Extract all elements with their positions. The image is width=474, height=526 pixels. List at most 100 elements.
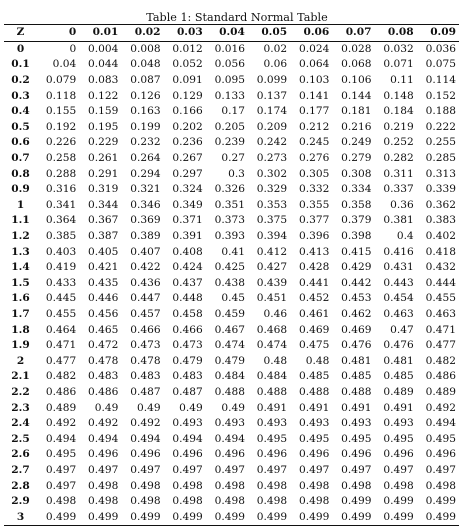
table-cell: 0.337 (383, 183, 414, 196)
table-cell: 0.396 (298, 230, 330, 243)
table-cell: 0.412 (256, 245, 288, 258)
row-header-z: 0.2 (11, 74, 30, 87)
table-row: 1.4 0.419 0.421 0.422 0.424 0.425 0.427 0.428 0.… (4, 260, 459, 276)
table-cell: 0.499 (425, 495, 456, 508)
table-cell: 0.499 (205, 509, 248, 526)
table-cell: 0.455 (425, 292, 456, 305)
table-cell: 0.424 (172, 261, 203, 274)
table-cell: 0.464 (45, 323, 77, 336)
table-cell: 0.479 (214, 354, 245, 367)
header-row: Z 0 0.01 0.02 0.03 0.04 0.05 0.06 0.07 0… (4, 24, 459, 42)
table-cell: 0.483 (88, 370, 119, 383)
table-cell: 0.499 (332, 509, 375, 526)
table-cell: 0.367 (88, 214, 119, 227)
table-cell: 0.261 (88, 152, 119, 165)
table-row: 2.9 0.498 0.498 0.498 0.498 0.498 0.498 0.498 0.… (4, 494, 459, 510)
column-header: 0.09 (416, 24, 459, 42)
table-cell: 0.498 (172, 495, 203, 508)
table-cell: 0.364 (45, 214, 77, 227)
table-cell: 0.344 (88, 198, 119, 211)
table-cell: 0.498 (298, 495, 330, 508)
table-cell: 0.495 (256, 432, 288, 445)
table-cell: 0.428 (298, 261, 330, 274)
table-cell: 0.403 (45, 245, 77, 258)
row-header-z: 1.4 (11, 261, 30, 274)
column-header: 0.04 (205, 24, 248, 42)
table-cell: 0.008 (130, 42, 161, 55)
table-cell: 0.41 (221, 245, 245, 258)
table-cell: 0.469 (341, 323, 372, 336)
table-cell: 0.437 (172, 276, 203, 289)
table-cell: 0.463 (425, 307, 456, 320)
table-cell: 0.487 (172, 385, 203, 398)
table-row: 2.5 0.494 0.494 0.494 0.494 0.494 0.495 0.495 0.… (4, 431, 459, 447)
table-cell: 0.489 (45, 401, 77, 414)
table-cell: 0.373 (214, 214, 245, 227)
table-cell: 0.282 (383, 152, 414, 165)
table-cell: 0.497 (172, 463, 203, 476)
table-cell: 0.438 (214, 276, 245, 289)
table-cell: 0.375 (256, 214, 288, 227)
table-cell: 0.091 (172, 74, 203, 87)
table-cell: 0.497 (341, 463, 372, 476)
table-cell: 0.371 (172, 214, 203, 227)
table-cell: 0.482 (425, 354, 456, 367)
table-cell: 0.497 (130, 463, 161, 476)
table-cell: 0.144 (341, 89, 372, 102)
table-cell: 0.04 (52, 58, 77, 71)
row-header-z: 1.2 (11, 230, 30, 243)
row-header-z: 1.9 (11, 339, 30, 352)
table-cell: 0.454 (383, 292, 414, 305)
table-cell: 0.387 (88, 230, 119, 243)
table-cell: 0.472 (88, 339, 119, 352)
table-cell: 0.393 (214, 230, 245, 243)
table-cell: 0.45 (221, 292, 245, 305)
row-header-z: 0.6 (11, 136, 30, 149)
table-cell: 0.432 (425, 261, 456, 274)
table-cell: 0.052 (172, 58, 203, 71)
table-cell: 0.264 (130, 152, 161, 165)
table-cell: 0.496 (298, 448, 330, 461)
table-cell: 0.294 (130, 167, 161, 180)
table-cell: 0.245 (298, 136, 330, 149)
row-header-z: 1.6 (11, 292, 30, 305)
table-cell: 0.313 (425, 167, 456, 180)
column-header: 0.07 (332, 24, 375, 42)
table-cell: 0.457 (130, 307, 161, 320)
table-cell: 0.498 (383, 479, 414, 492)
table-cell: 0.163 (130, 105, 161, 118)
row-header-z: 2 (16, 354, 25, 367)
table-cell: 0.255 (425, 136, 456, 149)
table-cell: 0.498 (341, 479, 372, 492)
table-cell: 0.346 (130, 198, 161, 211)
table-cell: 0.06 (263, 58, 288, 71)
table-cell: 0.199 (130, 120, 161, 133)
table-cell: 0.422 (130, 261, 161, 274)
table-cell: 0.494 (88, 432, 119, 445)
table-cell: 0.452 (298, 292, 330, 305)
table-cell: 0.497 (45, 463, 77, 476)
table-cell: 0.477 (45, 354, 77, 367)
table-cell: 0.468 (256, 323, 288, 336)
table-cell: 0.118 (45, 89, 77, 102)
table-cell: 0.044 (88, 58, 119, 71)
table-cell: 0.498 (425, 479, 456, 492)
table-cell: 0.242 (256, 136, 288, 149)
table-cell: 0.466 (172, 323, 203, 336)
table-cell: 0.181 (341, 105, 372, 118)
table-cell: 0.498 (45, 495, 77, 508)
table-cell: 0.415 (341, 245, 372, 258)
table-cell: 0.341 (45, 198, 77, 211)
table-cell: 0.498 (88, 495, 119, 508)
table-cell: 0.405 (88, 245, 119, 258)
table-cell: 0.232 (130, 136, 161, 149)
table-cell: 0.497 (298, 463, 330, 476)
table-cell: 0.488 (214, 385, 245, 398)
table-cell: 0.324 (172, 183, 203, 196)
table-cell: 0.48 (305, 354, 330, 367)
table-cell: 0.398 (341, 230, 372, 243)
table-row: 2.4 0.492 0.492 0.492 0.493 0.493 0.493 0.493 0.… (4, 416, 459, 432)
table-cell: 0.499 (37, 509, 80, 526)
table-cell: 0.477 (425, 339, 456, 352)
table-cell: 0.249 (341, 136, 372, 149)
